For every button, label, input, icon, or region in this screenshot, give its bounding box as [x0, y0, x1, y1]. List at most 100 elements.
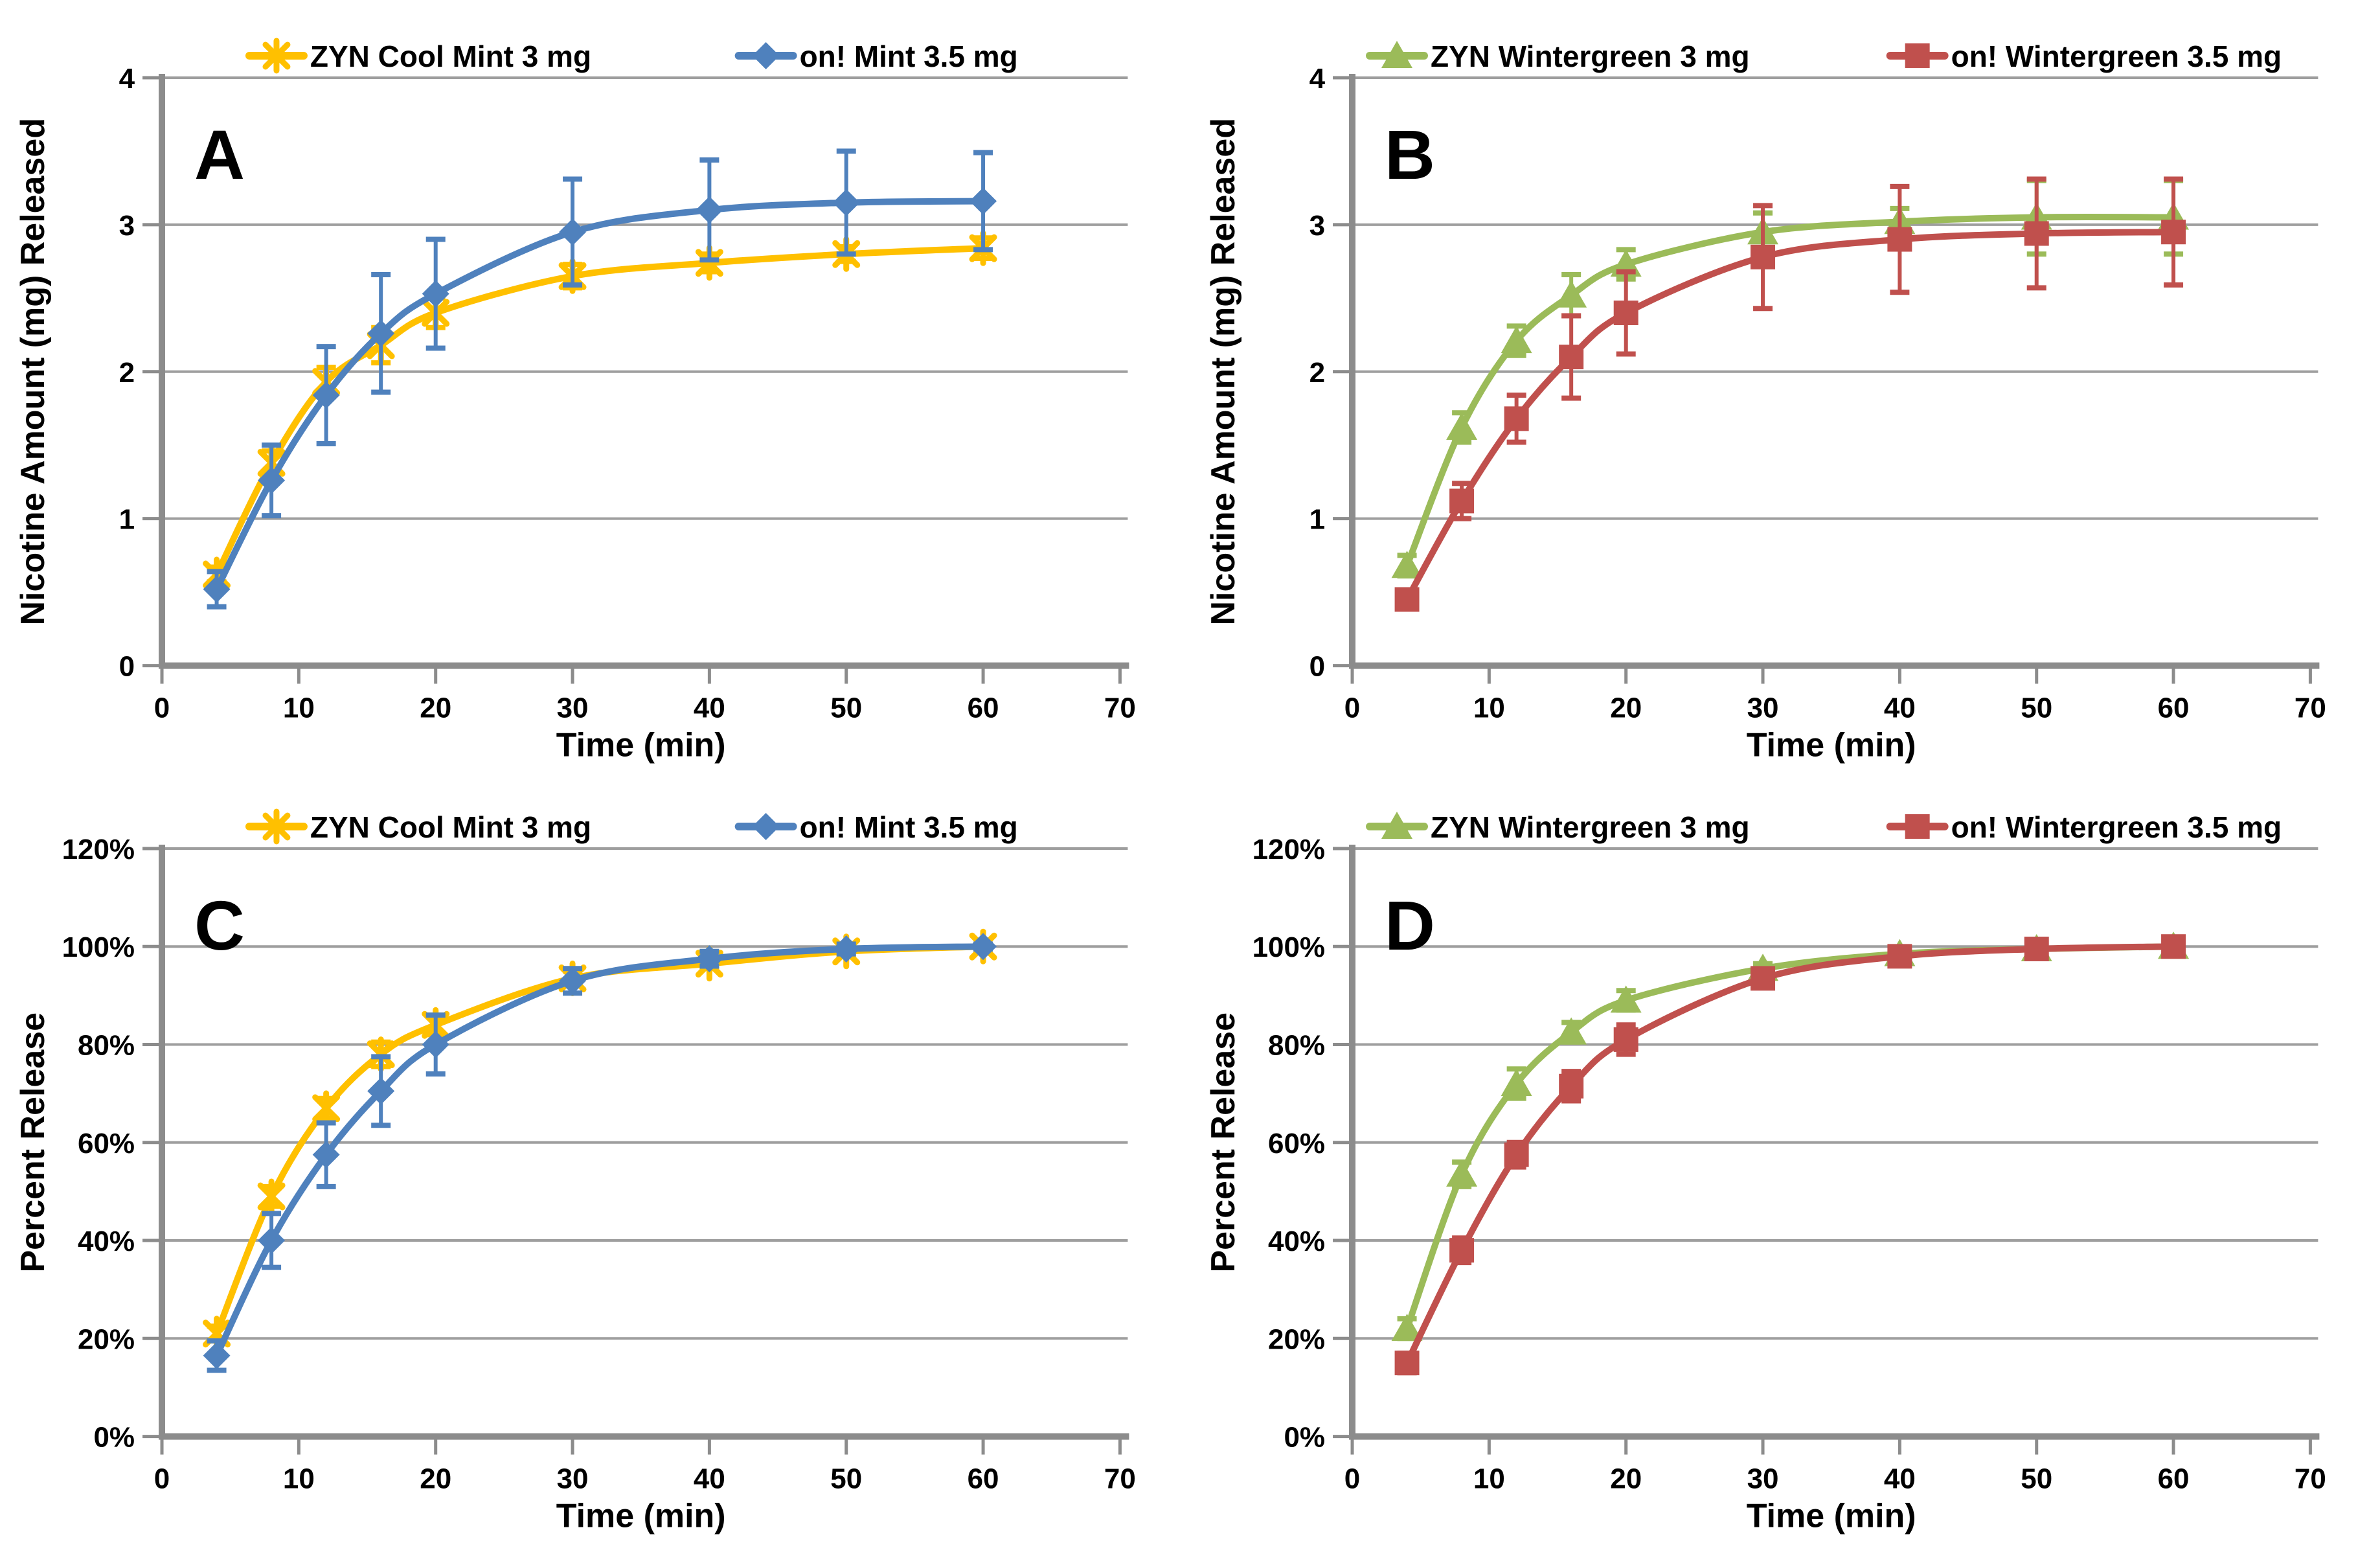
svg-text:60%: 60%: [1268, 1127, 1325, 1159]
svg-text:60: 60: [968, 1463, 999, 1494]
axis-titles: Time (min) Nicotine Amount (mg) Released: [14, 118, 726, 764]
svg-text:50: 50: [830, 1463, 862, 1494]
error-bars: [207, 148, 993, 610]
axes: [1332, 844, 2319, 1455]
svg-text:30: 30: [557, 692, 589, 724]
svg-text:40%: 40%: [1268, 1226, 1325, 1257]
series-line: [1403, 942, 2177, 1332]
legend-item-0: ZYN Cool Mint 3 mg: [245, 38, 591, 74]
legend: ZYN Cool Mint 3 mg on! Mint 3.5 mg: [245, 808, 1018, 844]
error-bars: [1397, 177, 2183, 579]
svg-text:120%: 120%: [62, 833, 135, 865]
svg-text:50: 50: [2021, 1463, 2052, 1494]
svg-text:50: 50: [830, 692, 862, 724]
svg-text:80%: 80%: [78, 1029, 135, 1061]
panel-A: 0 1 2 3 4 0 10 20 30 40 50 60 70 Time (min) Nicotine A…: [0, 0, 1190, 771]
legend-label: on! Mint 3.5 mg: [800, 40, 1018, 73]
axis-titles: Time (min) Nicotine Amount (mg) Released: [1205, 118, 1916, 764]
legend: ZYN Cool Mint 3 mg on! Mint 3.5 mg: [245, 38, 1018, 74]
svg-text:60: 60: [2157, 1463, 2189, 1494]
series-line: [213, 198, 987, 593]
svg-text:50: 50: [2021, 692, 2052, 724]
svg-text:2: 2: [119, 357, 135, 389]
svg-text:20: 20: [420, 692, 451, 724]
panel-letter: B: [1385, 115, 1435, 194]
legend-item-1: on! Wintergreen 3.5 mg: [1886, 40, 2282, 73]
legend-item-0: ZYN Wintergreen 3 mg: [1365, 40, 1749, 73]
svg-text:10: 10: [1473, 692, 1504, 724]
svg-text:70: 70: [1104, 692, 1136, 724]
legend-item-1: on! Mint 3.5 mg: [734, 810, 1018, 843]
legend-label: ZYN Cool Mint 3 mg: [310, 40, 591, 73]
series-1: [1394, 933, 2186, 1375]
svg-text:20: 20: [1610, 692, 1642, 724]
svg-text:60: 60: [968, 692, 999, 724]
series-markers: [203, 928, 997, 1351]
svg-text:120%: 120%: [1252, 833, 1324, 865]
x-axis-title: Time (min): [556, 1497, 726, 1535]
legend-label: ZYN Wintergreen 3 mg: [1430, 40, 1749, 73]
svg-text:10: 10: [283, 692, 315, 724]
series-markers: [203, 932, 997, 1369]
svg-text:0: 0: [1344, 1463, 1359, 1494]
svg-text:100%: 100%: [62, 931, 135, 963]
axes: [1332, 73, 2319, 684]
series-0: [1391, 931, 2189, 1341]
x-axis-title: Time (min): [1746, 1497, 1916, 1535]
axes: [142, 73, 1129, 684]
tick-labels: 0% 20% 40% 60% 80% 100% 120% 0 10 20 30 40 50 60 70: [1252, 833, 2326, 1494]
x-axis-title: Time (min): [556, 727, 726, 764]
chart-svg-D: 0% 20% 40% 60% 80% 100% 120% 0 10 20 30 40 50 60 70 Tim…: [1205, 810, 2326, 1535]
axis-titles: Time (min) Percent Release: [1205, 1012, 1916, 1535]
series-line: [1403, 229, 2177, 603]
svg-text:0%: 0%: [93, 1421, 135, 1453]
series-line: [213, 245, 987, 578]
svg-text:0: 0: [119, 651, 135, 683]
series-line: [213, 942, 987, 1337]
svg-text:0: 0: [1344, 692, 1359, 724]
series-line: [213, 942, 987, 1359]
series-line: [1403, 214, 2177, 569]
series-markers: [1394, 933, 2186, 1375]
svg-text:20: 20: [1610, 1463, 1642, 1494]
svg-text:40: 40: [1883, 1463, 1915, 1494]
y-axis-title: Nicotine Amount (mg) Released: [14, 118, 52, 625]
svg-text:40: 40: [694, 1463, 725, 1494]
panel-letter: D: [1385, 885, 1435, 964]
legend-label: ZYN Cool Mint 3 mg: [310, 810, 591, 843]
gridlines: [1352, 847, 2318, 1340]
series-line: [1403, 942, 2177, 1366]
svg-text:20%: 20%: [1268, 1323, 1325, 1355]
svg-text:100%: 100%: [1252, 931, 1324, 963]
tick-labels: 0% 20% 40% 60% 80% 100% 120% 0 10 20 30 40 50 60 70: [62, 833, 1136, 1494]
svg-text:1: 1: [119, 504, 135, 536]
legend: ZYN Wintergreen 3 mg on! Wintergreen 3.5 …: [1365, 40, 2282, 73]
gridlines: [162, 76, 1128, 520]
series-0: [203, 230, 997, 593]
svg-text:0: 0: [154, 692, 170, 724]
y-axis-title: Nicotine Amount (mg) Released: [1205, 118, 1242, 625]
svg-text:4: 4: [119, 63, 135, 95]
svg-text:60: 60: [2157, 692, 2189, 724]
axes: [142, 844, 1129, 1455]
legend-label: on! Mint 3.5 mg: [800, 810, 1018, 843]
panel-D: 0% 20% 40% 60% 80% 100% 120% 0 10 20 30 40 50 60 70 Tim…: [1190, 771, 2380, 1541]
legend-label: on! Wintergreen 3.5 mg: [1951, 40, 2281, 73]
series-markers: [1391, 931, 2189, 1341]
svg-text:70: 70: [2294, 692, 2326, 724]
series-markers: [203, 187, 997, 603]
svg-text:30: 30: [1747, 1463, 1778, 1494]
legend-item-1: on! Mint 3.5 mg: [734, 40, 1018, 73]
series-1: [1394, 176, 2186, 612]
legend-item-0: ZYN Cool Mint 3 mg: [245, 808, 591, 844]
legend-item-1: on! Wintergreen 3.5 mg: [1886, 810, 2282, 843]
svg-text:2: 2: [1309, 357, 1324, 389]
svg-text:40: 40: [1883, 692, 1915, 724]
svg-text:3: 3: [1309, 210, 1324, 242]
svg-text:70: 70: [1104, 1463, 1136, 1494]
